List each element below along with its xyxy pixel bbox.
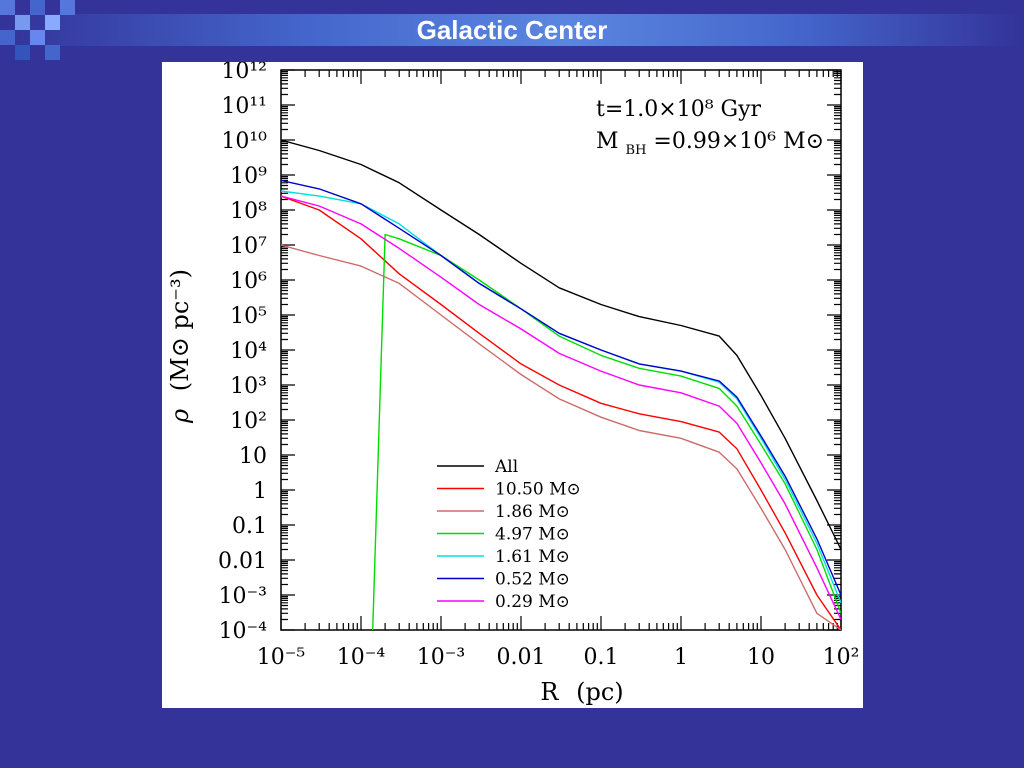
x-axis-title: R (pc): [540, 678, 623, 706]
x-axis-symbol: R: [540, 678, 559, 706]
legend-label: 1.86 M⊙: [495, 502, 570, 522]
y-axis-unit: (M⊙ pc⁻³): [166, 269, 194, 391]
bh-mass-annotation: M BH =0.99×10⁶ M⊙: [596, 129, 824, 160]
y-axis-title: ρ (M⊙ pc⁻³): [166, 269, 194, 424]
legend-label: 0.52 M⊙: [495, 570, 570, 590]
x-tick-label: 10²: [823, 645, 860, 670]
y-tick-label: 0.01: [218, 549, 267, 574]
series-line: [281, 244, 841, 630]
title-bar: [0, 14, 1024, 46]
y-tick-label: 10⁷: [230, 234, 267, 259]
y-tick-label: 1: [253, 479, 267, 504]
y-tick-label: 10⁸: [230, 199, 267, 224]
x-tick-label: 10⁻⁴: [337, 645, 386, 670]
x-tick-label: 0.01: [497, 645, 546, 670]
series-line: [281, 179, 841, 596]
axis-ticks: [280, 69, 842, 631]
series-line: [372, 233, 841, 630]
tick-marks: [280, 69, 842, 631]
y-tick-label: 10: [239, 444, 267, 469]
bh-mass-subscript: BH: [626, 143, 647, 158]
legend-label: All: [494, 457, 518, 477]
bh-mass-symbol: M: [596, 129, 619, 154]
legend-label: 1.61 M⊙: [495, 547, 570, 567]
y-tick-label: 10⁶: [230, 269, 267, 294]
x-tick-label: 1: [674, 645, 688, 670]
series-line: [281, 195, 841, 630]
slide-title: Galactic Center: [416, 15, 608, 45]
density-profile-chart: 10⁻⁵ 10⁻⁴ 10⁻³ 0.01 0.1 1 10 10² 10⁻⁴10⁻³0.010.…: [166, 62, 860, 706]
y-tick-label: 10³: [230, 374, 267, 399]
y-tick-label: 10⁴: [230, 339, 267, 364]
bh-mass-value: =0.99×10⁶ M⊙: [653, 129, 824, 154]
time-annotation: t=1.0×10⁸ Gyr: [596, 97, 762, 122]
corner-decoration: [0, 0, 80, 62]
series-layer: [281, 139, 841, 630]
y-tick-label: 10¹²: [221, 62, 267, 84]
y-axis-symbol: ρ: [166, 409, 194, 424]
y-tick-label: 10⁵: [230, 304, 267, 329]
x-tick-label: 0.1: [584, 645, 619, 670]
y-tick-label: 10²: [230, 409, 267, 434]
y-tick-label: 10¹¹: [221, 94, 267, 119]
x-tick-label: 10⁻³: [417, 645, 465, 670]
chart-legend: All 10.50 M⊙1.86 M⊙ 4.97 M⊙1.61 M⊙ 0.52 M⊙0…: [437, 457, 581, 612]
plot-frame: [280, 69, 842, 631]
y-tick-label: 10⁻³: [219, 584, 267, 609]
legend-label: 4.97 M⊙: [495, 525, 570, 545]
y-tick-label: 0.1: [232, 514, 267, 539]
y-tick-label: 10¹⁰: [221, 129, 267, 154]
series-line: [281, 139, 841, 550]
series-line: [281, 195, 841, 620]
legend-label: 10.50 M⊙: [495, 480, 581, 500]
y-tick-label: 10⁹: [230, 164, 267, 189]
legend-label: 0.29 M⊙: [495, 592, 570, 612]
x-axis-unit: (pc): [576, 678, 624, 706]
y-tick-label: 10⁻⁴: [219, 619, 268, 644]
y-tick-labels: 10⁻⁴ 10⁻³ 0.01 0.1 1 10 10² 10³ 10⁴ 10⁵ 10⁶ 10⁷ 10⁸ 1…: [218, 62, 267, 644]
x-tick-label: 10: [747, 645, 775, 670]
x-tick-label: 10⁻⁵: [257, 645, 305, 670]
x-tick-labels: 10⁻⁵ 10⁻⁴ 10⁻³ 0.01 0.1 1 10 10²: [257, 645, 860, 670]
chart-figure: 10⁻⁵ 10⁻⁴ 10⁻³ 0.01 0.1 1 10 10² 10⁻⁴ 10⁻³ 0.01 0.…: [162, 62, 863, 708]
